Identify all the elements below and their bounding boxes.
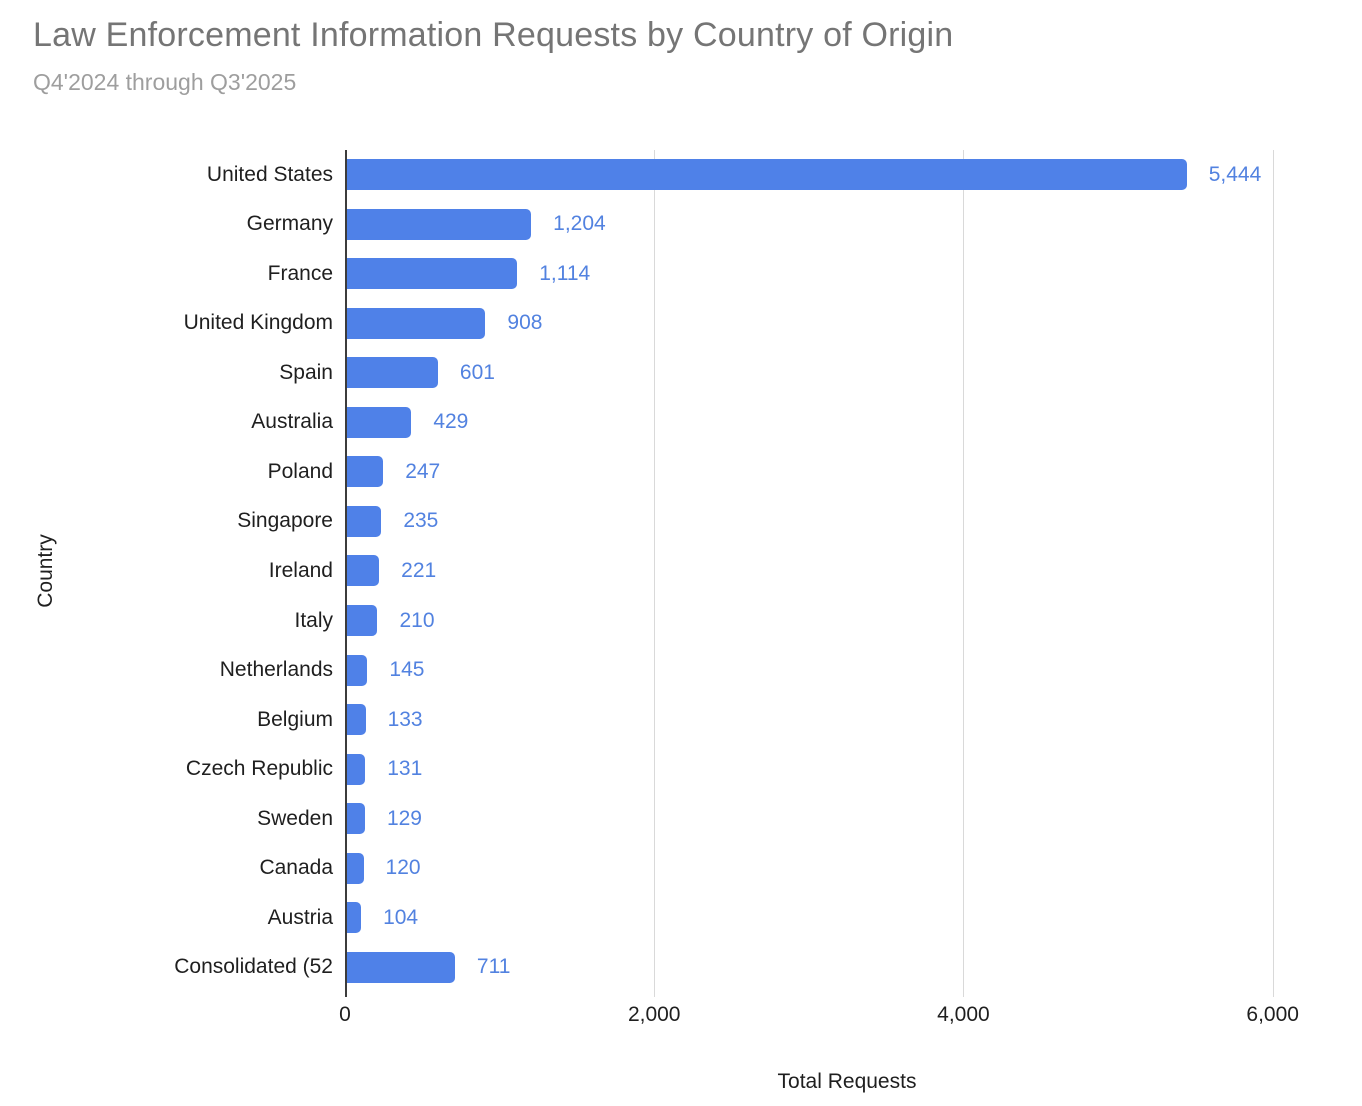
category-label: Canada xyxy=(259,856,333,880)
category-label: Netherlands xyxy=(219,658,333,682)
bar xyxy=(345,753,366,785)
value-label: 235 xyxy=(403,509,439,533)
category-label: Germany xyxy=(246,212,333,236)
bar xyxy=(345,951,455,983)
x-axis-title: Total Requests xyxy=(777,1070,917,1093)
bar-row: 104 xyxy=(345,893,1350,943)
x-axis-ticks: 0 2,000 4,000 6,000 xyxy=(339,1003,1350,1031)
gridline xyxy=(1272,150,1274,997)
bar-row: 133 xyxy=(345,695,1350,745)
bar xyxy=(345,654,368,686)
bar xyxy=(345,258,518,290)
bar xyxy=(345,159,1187,191)
bar xyxy=(345,505,382,537)
bar xyxy=(345,605,378,637)
x-tick-label: 4,000 xyxy=(937,1003,990,1026)
bar-row: 131 xyxy=(345,744,1350,794)
bar xyxy=(345,902,362,934)
bar-row: 247 xyxy=(345,447,1350,497)
chart-header: Law Enforcement Information Requests by … xyxy=(33,16,953,96)
value-label: 1,204 xyxy=(553,212,606,236)
category-label: Spain xyxy=(279,360,333,384)
value-label: 120 xyxy=(385,856,421,880)
value-label: 1,114 xyxy=(539,261,591,285)
bar xyxy=(345,208,532,240)
category-label: Czech Republic xyxy=(185,757,333,781)
category-label: Singapore xyxy=(237,509,333,533)
x-tick-label: 0 xyxy=(339,1003,351,1026)
bar-row: 908 xyxy=(345,299,1350,349)
category-label: Austria xyxy=(267,905,333,929)
value-label: 210 xyxy=(399,608,435,632)
bar xyxy=(345,456,384,488)
bar-row: 711 xyxy=(345,942,1350,992)
value-label: 221 xyxy=(401,558,437,582)
bar xyxy=(345,852,364,884)
bar-row: 235 xyxy=(345,497,1350,547)
bar xyxy=(345,307,486,339)
category-label: Ireland xyxy=(268,558,333,582)
value-label: 247 xyxy=(405,459,441,483)
bar xyxy=(345,406,412,438)
value-label: 429 xyxy=(433,410,469,434)
value-label: 601 xyxy=(459,360,495,384)
y-axis-line xyxy=(345,150,347,997)
bar xyxy=(345,803,365,835)
plot-area: 5,444 1,204 1,114 908 601 429 247 235 221 210 145 1… xyxy=(345,150,1350,997)
value-label: 908 xyxy=(507,311,543,335)
category-label: Australia xyxy=(251,410,333,434)
bar-row: 129 xyxy=(345,794,1350,844)
value-label: 104 xyxy=(383,905,419,929)
bar-row: 5,444 xyxy=(345,150,1350,200)
category-label: United States xyxy=(206,162,333,186)
category-label: Belgium xyxy=(257,707,333,731)
bar-row: 145 xyxy=(345,645,1350,695)
bar-row: 1,204 xyxy=(345,200,1350,250)
x-tick-label: 6,000 xyxy=(1246,1003,1299,1026)
category-label: Sweden xyxy=(257,806,333,830)
category-label: Poland xyxy=(267,459,333,483)
bar xyxy=(345,704,366,736)
gridline xyxy=(963,150,965,997)
category-label: Consolidated (52 xyxy=(174,955,333,979)
chart-title: Law Enforcement Information Requests by … xyxy=(33,16,954,54)
bar-row: 221 xyxy=(345,546,1350,596)
gridline xyxy=(654,150,656,997)
value-label: 711 xyxy=(476,955,511,979)
bar-row: 429 xyxy=(345,398,1350,448)
chart-subtitle: Q4'2024 through Q3'2025 xyxy=(33,69,297,95)
value-label: 131 xyxy=(387,757,423,781)
category-label: Italy xyxy=(294,608,333,632)
category-label: United Kingdom xyxy=(183,311,333,335)
category-labels: United States Germany France United Kingdom… xyxy=(0,150,333,992)
bar-row: 1,114 xyxy=(345,249,1350,299)
value-label: 129 xyxy=(386,806,422,830)
value-label: 5,444 xyxy=(1208,162,1262,186)
bar xyxy=(345,555,380,587)
value-label: 145 xyxy=(389,658,425,682)
bar-row: 120 xyxy=(345,843,1350,893)
bar-row: 210 xyxy=(345,596,1350,646)
category-label: France xyxy=(267,261,333,285)
bar-row: 601 xyxy=(345,348,1350,398)
bar-rows: 5,444 1,204 1,114 908 601 429 247 235 221 210 145 1… xyxy=(345,150,1350,992)
value-label: 133 xyxy=(387,707,423,731)
x-tick-label: 2,000 xyxy=(627,1003,681,1026)
bar xyxy=(345,357,438,389)
